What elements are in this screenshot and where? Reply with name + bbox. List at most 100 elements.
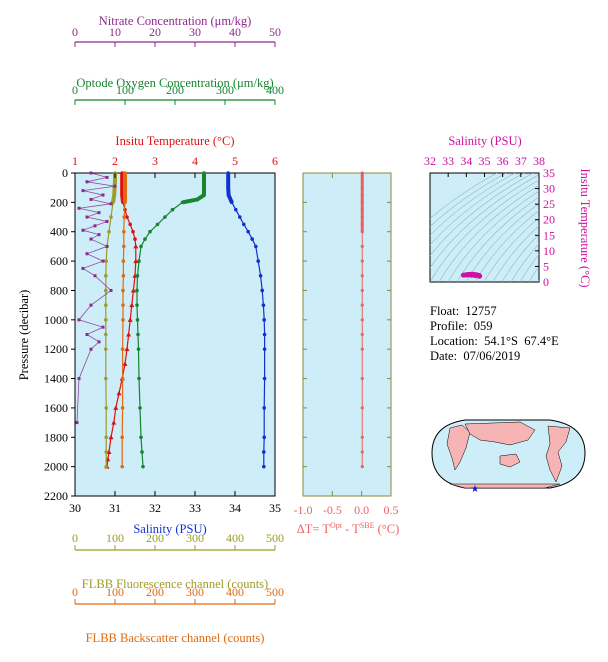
ts-point <box>463 272 468 278</box>
float-id: Float: 12757 <box>430 304 497 318</box>
fluorescence-point <box>104 318 108 322</box>
pressure-tick-label: 200 <box>50 195 68 209</box>
density-contour <box>492 225 539 282</box>
density-contour <box>430 173 507 228</box>
salinity-point <box>262 318 267 322</box>
nitrate-point <box>75 421 79 425</box>
salinity-point <box>250 237 254 241</box>
ts-xtick-label: 33 <box>442 154 454 168</box>
ts-point <box>469 273 475 278</box>
nitrate-point <box>97 233 101 237</box>
delta-t-axis: -1.0 -0.5 0.0 0.5 <box>294 172 399 517</box>
nitrate-point <box>77 206 81 210</box>
fluorescence-axis: 0 100 200 300 400 500 <box>72 531 284 551</box>
backscatter-axis-label: FLBB Backscatter channel (counts) <box>86 631 265 645</box>
float-info: Float: 12757 Profile: 059 Location: 54.1… <box>430 0 559 363</box>
oxygen-point <box>140 450 144 454</box>
fluorescence-point <box>104 406 108 410</box>
pressure-tick-label: 1400 <box>44 372 68 386</box>
map-land-antarctica <box>449 483 561 489</box>
nitrate-axis: 0 10 20 30 40 50 <box>72 25 281 47</box>
nitrate-point <box>101 325 105 329</box>
backscatter-point <box>121 273 126 278</box>
fluorescence-point <box>104 347 108 351</box>
salinity-point <box>262 347 267 351</box>
nitrate-tick-label: 20 <box>149 25 161 39</box>
nitrate-point <box>77 318 81 322</box>
ts-xaxis-label: Salinity (PSU) <box>448 134 521 148</box>
temperature-tick-label: 3 <box>152 154 158 168</box>
ts-xtick-label: 35 <box>479 154 491 168</box>
oxygen-point <box>135 303 139 307</box>
density-contour <box>474 210 539 282</box>
salinity-point <box>262 464 266 469</box>
salinity-point <box>262 406 267 410</box>
ts-density-contours <box>430 173 539 282</box>
temperature-point <box>127 317 133 322</box>
backscatter-tick-label: 0 <box>72 585 78 599</box>
pressure-tick-label: 600 <box>50 254 68 268</box>
fluorescence-axis-label: FLBB Fluorescence channel (counts) <box>82 577 268 591</box>
delta-t-point <box>360 332 364 337</box>
nitrate-point <box>89 347 93 351</box>
profile-number: Profile: 059 <box>430 319 493 333</box>
nitrate-point <box>101 193 105 197</box>
pressure-axis: 0 200 400 600 800 1000 1200 1400 1600 1800 2000 220… <box>44 166 75 503</box>
pressure-tick-label: 2000 <box>44 460 68 474</box>
backscatter-point <box>120 406 125 410</box>
oxygen-point <box>139 435 143 440</box>
nitrate-point <box>113 184 117 188</box>
oxygen-point <box>135 273 140 278</box>
salinity-point <box>254 244 258 249</box>
float-location-marker: ★ <box>471 484 480 495</box>
ts-point <box>477 273 482 279</box>
map-ocean <box>431 419 586 489</box>
nitrate-axis-label: Nitrate Concentration (μm/kg) <box>99 14 252 28</box>
pressure-tick-label: 1000 <box>44 313 68 327</box>
salinity-point <box>261 303 266 307</box>
density-contour <box>430 174 539 269</box>
oxygen-point <box>138 406 142 410</box>
profile-plot-area <box>74 172 276 497</box>
ts-yaxis-label: Insitu Temperature (°C) <box>578 168 592 287</box>
ts-ytick-label: 30 <box>543 182 555 196</box>
fluorescence-point <box>104 303 108 307</box>
oxygen-point <box>135 318 140 322</box>
profile-panel: 0200400600800100012001400160018002000220… <box>17 14 284 645</box>
delta-t-point <box>360 435 364 439</box>
ts-point <box>473 273 478 279</box>
salinity-axis: 30 31 32 33 34 35 <box>69 491 281 515</box>
fluorescence-point <box>104 259 108 263</box>
date: Date: 07/06/2019 <box>430 349 521 363</box>
temperature-point <box>126 332 132 337</box>
temperature-tick-label: 2 <box>112 154 118 168</box>
ts-ytick-label: 20 <box>543 213 555 227</box>
nitrate-point <box>85 180 89 184</box>
nitrate-point <box>77 377 81 381</box>
nitrate-point <box>101 259 105 263</box>
oxygen-point <box>136 332 140 337</box>
delta-t-tick-label: -1.0 <box>294 503 313 517</box>
temperature-point <box>125 215 129 219</box>
delta-t-axis-label: ΔT= TOpt - TSBE (°C) <box>297 521 400 536</box>
density-contour <box>430 173 498 220</box>
oxygen-point <box>136 347 141 351</box>
oxygen-point <box>143 237 147 241</box>
nitrate-point <box>81 228 85 232</box>
nitrate-point <box>105 219 109 223</box>
backscatter-point <box>120 435 124 440</box>
density-contour <box>465 203 539 282</box>
delta-t-point <box>360 200 364 204</box>
temperature-point <box>131 229 135 234</box>
oxygen-tick-label: 0 <box>72 83 78 97</box>
pressure-tick-label: 800 <box>50 283 68 297</box>
delta-t-point <box>360 318 364 322</box>
salinity-point <box>234 207 238 212</box>
backscatter-tick-label: 100 <box>106 585 124 599</box>
nitrate-point <box>85 252 89 256</box>
fluorescence-point <box>104 288 108 293</box>
ts-ytick-label: 10 <box>543 244 555 258</box>
oxygen-axis-label: Optode Oxygen Concentration (μm/kg) <box>76 76 273 90</box>
backscatter-point <box>122 229 126 234</box>
